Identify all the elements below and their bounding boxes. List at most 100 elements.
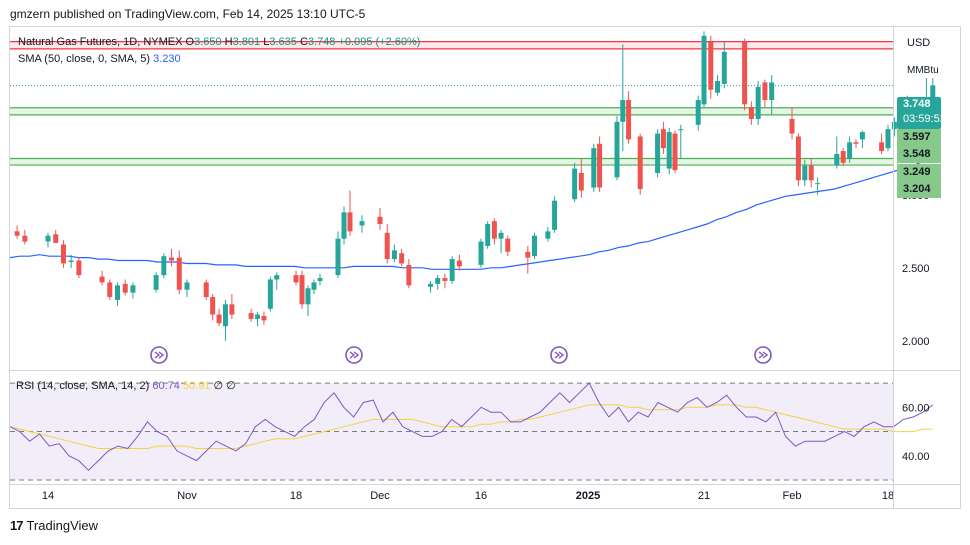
candle bbox=[169, 248, 175, 267]
tradingview-brand: TradingView bbox=[26, 518, 99, 533]
time-tick-label: 21 bbox=[698, 490, 710, 502]
candle bbox=[203, 279, 209, 300]
support-zone-1 bbox=[10, 107, 893, 115]
candle bbox=[808, 158, 814, 188]
candle bbox=[261, 311, 267, 325]
candle bbox=[210, 294, 216, 321]
candle bbox=[68, 254, 74, 268]
candle-body bbox=[666, 132, 672, 169]
candle-body bbox=[115, 285, 120, 300]
rsi-extra-2: ∅ bbox=[226, 380, 236, 392]
candle bbox=[76, 257, 82, 279]
candle-body bbox=[293, 275, 299, 283]
candle bbox=[153, 272, 159, 293]
candle-body bbox=[505, 238, 511, 252]
candle-body bbox=[620, 99, 626, 122]
candle-body bbox=[930, 85, 936, 100]
candle bbox=[248, 308, 254, 322]
candle-body bbox=[545, 231, 551, 239]
candle bbox=[498, 229, 504, 254]
main-legend[interactable]: Natural Gas Futures, 1D, NYMEX O3.650 H3… bbox=[18, 36, 420, 48]
sma-line-layer bbox=[9, 157, 933, 270]
candle bbox=[60, 240, 66, 268]
candle bbox=[406, 259, 412, 289]
candle bbox=[274, 272, 280, 290]
candle-body bbox=[222, 304, 228, 327]
close-value: 3.748 bbox=[307, 36, 336, 48]
candle-body bbox=[14, 231, 20, 236]
event-chevrons bbox=[154, 351, 165, 359]
candle bbox=[660, 121, 666, 154]
rsi-legend[interactable]: RSI (14, close, SMA, 14, 2) 60.74 50.91 … bbox=[16, 379, 236, 392]
candle bbox=[359, 215, 365, 233]
candle-body bbox=[299, 275, 305, 305]
candle-body bbox=[449, 259, 455, 281]
rsi-tick-label: 40.00 bbox=[902, 451, 930, 463]
candle bbox=[891, 117, 897, 137]
tradingview-logo[interactable]: 17 TradingView bbox=[10, 518, 98, 533]
candle bbox=[721, 41, 727, 89]
candle-body bbox=[678, 129, 684, 131]
candle-body bbox=[721, 51, 727, 84]
sma-legend[interactable]: SMA (50, close, 0, SMA, 5) 3.230 bbox=[18, 53, 181, 65]
candle-body bbox=[210, 297, 216, 315]
candle bbox=[591, 143, 597, 192]
panel-dividers bbox=[10, 27, 960, 508]
candle-body bbox=[655, 133, 661, 173]
unit-label[interactable]: MMBtu bbox=[907, 65, 939, 76]
candle bbox=[267, 276, 273, 312]
candle-body bbox=[478, 241, 484, 265]
candle bbox=[485, 221, 491, 249]
candle-body bbox=[274, 275, 280, 280]
event-marker-icon bbox=[345, 346, 363, 364]
candle-body bbox=[815, 183, 821, 185]
rsi-line bbox=[9, 382, 934, 472]
event-marker-icon bbox=[754, 346, 772, 364]
time-tick-label: 18 bbox=[290, 490, 302, 502]
published-by-header: gmzern published on TradingView.com, Feb… bbox=[10, 7, 366, 21]
candle-body bbox=[859, 132, 865, 140]
currency-label[interactable]: USD bbox=[907, 37, 931, 49]
level-tag-3249: 3.249 bbox=[897, 164, 941, 181]
candle bbox=[22, 229, 28, 245]
rsi-lines-layer bbox=[9, 382, 934, 472]
rsi-panel bbox=[10, 382, 893, 481]
candle-body bbox=[660, 129, 666, 149]
candle bbox=[299, 270, 305, 309]
candle bbox=[317, 273, 323, 286]
chart-frame bbox=[9, 26, 961, 509]
candle bbox=[701, 31, 707, 108]
candle bbox=[384, 224, 390, 264]
rsi-sma-line bbox=[9, 404, 933, 449]
event-markers bbox=[150, 346, 772, 364]
candle bbox=[755, 81, 761, 125]
candle bbox=[14, 225, 20, 239]
candle bbox=[578, 158, 584, 198]
candle bbox=[347, 190, 353, 236]
candle-body bbox=[45, 235, 51, 242]
candle-body bbox=[60, 244, 66, 264]
candle bbox=[293, 270, 299, 286]
last-price-tag: 3.748 03:59:52 bbox=[897, 97, 946, 129]
candle-body bbox=[578, 172, 584, 191]
candle bbox=[491, 218, 497, 245]
candle bbox=[115, 282, 120, 306]
level-tag-3204: 3.204 bbox=[897, 181, 941, 198]
time-tick-label: 14 bbox=[42, 490, 54, 502]
candle bbox=[655, 129, 661, 178]
price-tick-label: 2.000 bbox=[902, 336, 930, 348]
candle-body bbox=[255, 314, 261, 319]
time-axis[interactable]: 14 Nov 18 Dec 16 2025 21 Feb 18 bbox=[42, 490, 894, 502]
support-zone-2 bbox=[10, 158, 893, 166]
candle-body bbox=[591, 148, 597, 188]
time-tick-label: Dec bbox=[370, 490, 390, 502]
candle bbox=[428, 280, 433, 293]
candle-body bbox=[203, 282, 209, 298]
candle-body bbox=[68, 260, 74, 262]
candle bbox=[161, 253, 167, 279]
candle-body bbox=[808, 165, 814, 181]
candle bbox=[834, 136, 840, 169]
change-value: +0.095 (+2.60%) bbox=[338, 36, 421, 48]
